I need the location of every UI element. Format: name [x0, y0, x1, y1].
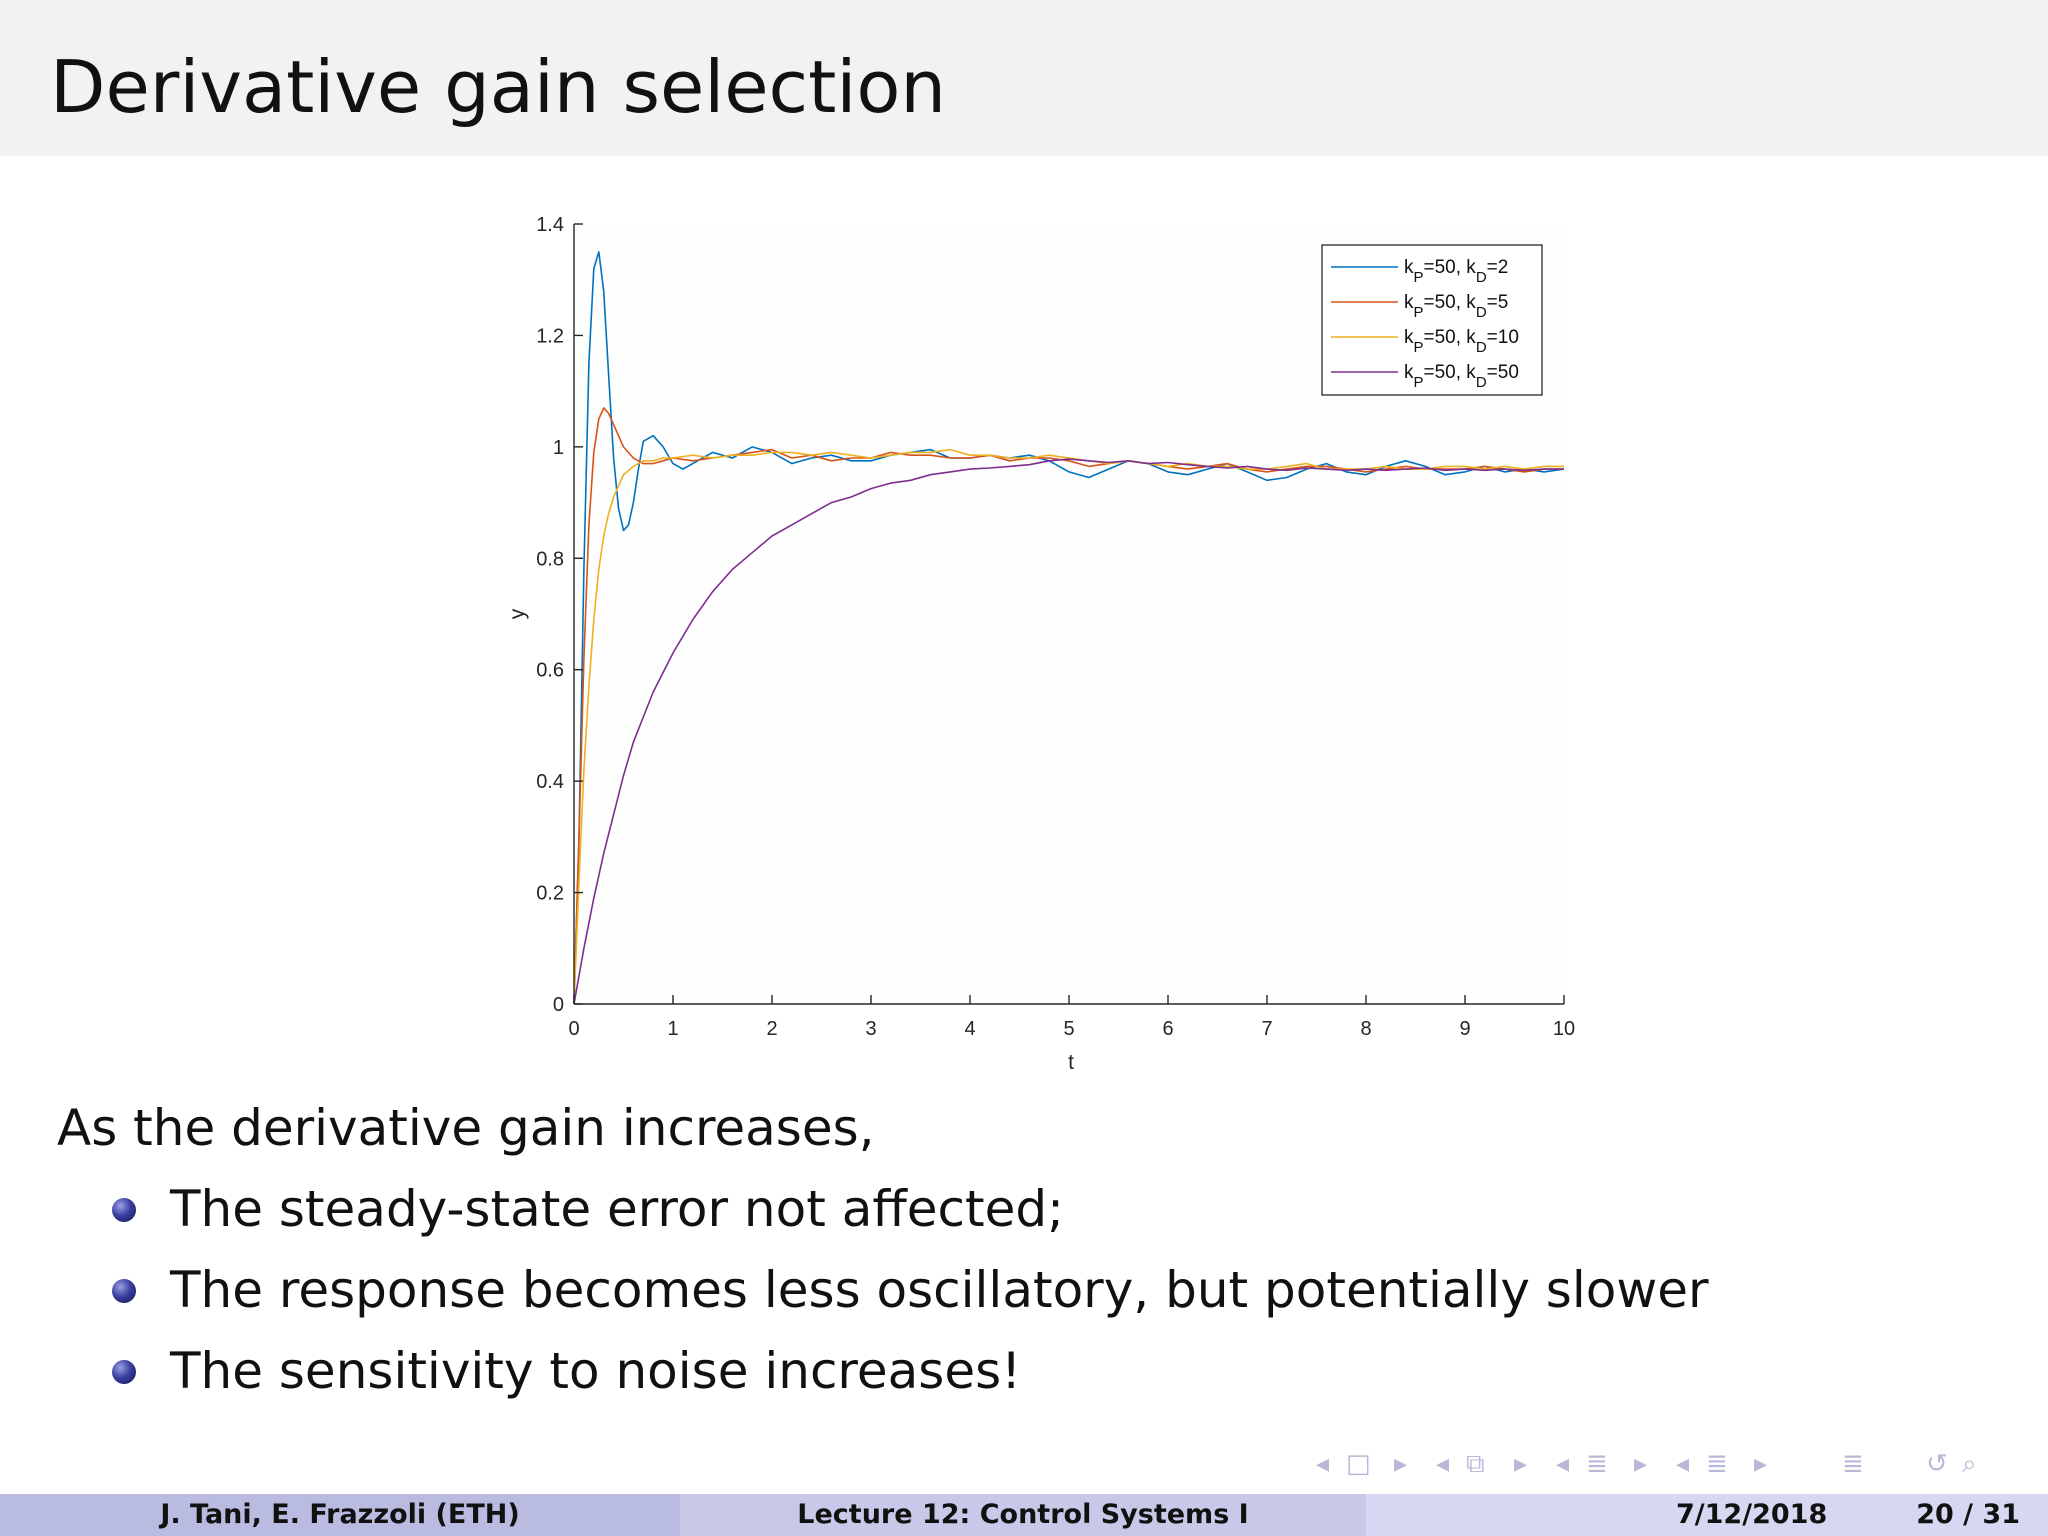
search-icon[interactable]: ⌕	[1962, 1449, 1977, 1479]
intro-text: As the derivative gain increases,	[57, 1099, 875, 1157]
subsection-icon[interactable]: ⧉	[1466, 1449, 1485, 1479]
series-layer	[573, 251, 1565, 1005]
arrow-right-icon[interactable]: ▸	[1754, 1449, 1768, 1479]
x-tick-label: 7	[1261, 1018, 1272, 1040]
page-number: 20 / 31	[1916, 1499, 2020, 1530]
frame-icon[interactable]: □	[1346, 1449, 1371, 1479]
navigation-bar: ◂ □ ▸ ◂ ⧉ ▸ ◂ ≣ ▸ ◂ ≣ ▸ ≣ ↺ ⌕	[1310, 1447, 2030, 1481]
bullet-text: The steady-state error not affected;	[170, 1180, 1064, 1238]
arrow-right-icon[interactable]: ▸	[1514, 1449, 1528, 1479]
bullet-icon	[112, 1279, 136, 1303]
bullet-text: The sensitivity to noise increases!	[170, 1342, 1022, 1400]
align-icon[interactable]: ≣	[1842, 1449, 1864, 1479]
axis-layer: 0 1 2 3 4 5 6 7 8 9 10 0 0.2 0.4 0.6 0.8 1 1.2 1.4 t y	[506, 214, 1575, 1074]
footer-right: 7/12/2018 20 / 31	[1366, 1494, 2048, 1536]
footer: J. Tani, E. Frazzoli (ETH) Lecture 12: C…	[0, 1494, 2048, 1536]
legend: kP=50, kD=2 kP=50, kD=5 kP=50, kD=10 kP=50,…	[1321, 244, 1543, 396]
y-tick-label: 0.4	[536, 771, 564, 793]
loop-icon[interactable]: ↺	[1926, 1449, 1948, 1479]
title-bar: Derivative gain selection	[0, 0, 2048, 156]
align-icon[interactable]: ≣	[1706, 1449, 1728, 1479]
y-tick-label: 0	[553, 994, 564, 1016]
y-tick-label: 1.4	[536, 214, 564, 236]
arrow-left-icon[interactable]: ◂	[1676, 1449, 1690, 1479]
legend-label-2: kP=50, kD=5	[1404, 292, 1508, 321]
x-tick-label: 2	[766, 1018, 777, 1040]
bullet-icon	[112, 1198, 136, 1222]
y-axis-label: y	[506, 608, 529, 619]
series-line-4	[573, 458, 1564, 1005]
bullet-icon	[112, 1360, 136, 1384]
legend-box	[1321, 244, 1543, 396]
arrow-left-icon[interactable]: ◂	[1556, 1449, 1570, 1479]
x-tick-label: 0	[568, 1018, 579, 1040]
series-line-2	[573, 407, 1564, 1005]
y-tick-label: 0.8	[536, 548, 564, 570]
x-tick-label: 1	[667, 1018, 678, 1040]
bullet-text: The response becomes less oscillatory, b…	[170, 1261, 1709, 1319]
footer-date: 7/12/2018	[1676, 1499, 1828, 1530]
frame-title: Derivative gain selection	[50, 45, 947, 129]
arrow-right-icon[interactable]: ▸	[1394, 1449, 1408, 1479]
x-tick-label: 3	[865, 1018, 876, 1040]
y-tick-label: 0.2	[536, 883, 564, 905]
section-icon[interactable]: ≣	[1586, 1449, 1608, 1479]
y-tick-label: 0.6	[536, 660, 564, 682]
response-chart: 0 1 2 3 4 5 6 7 8 9 10 0 0.2 0.4 0.6 0.8 1 1.2 1.4 t y kP=50…	[506, 214, 1575, 1074]
x-tick-label: 4	[964, 1018, 975, 1040]
x-tick-label: 9	[1459, 1018, 1470, 1040]
footer-lecture: Lecture 12: Control Systems I	[680, 1494, 1366, 1536]
x-axis-label: t	[1068, 1051, 1074, 1074]
x-tick-label: 10	[1553, 1018, 1575, 1040]
y-tick-label: 1.2	[536, 325, 564, 347]
x-tick-label: 5	[1063, 1018, 1074, 1040]
x-tick-label: 6	[1162, 1018, 1173, 1040]
arrow-right-icon[interactable]: ▸	[1634, 1449, 1648, 1479]
arrow-left-icon[interactable]: ◂	[1316, 1449, 1330, 1479]
x-tick-label: 8	[1360, 1018, 1371, 1040]
y-tick-label: 1	[553, 437, 564, 459]
legend-label-1: kP=50, kD=2	[1404, 257, 1508, 286]
footer-authors: J. Tani, E. Frazzoli (ETH)	[0, 1494, 680, 1536]
arrow-left-icon[interactable]: ◂	[1436, 1449, 1450, 1479]
legend-label-3: kP=50, kD=10	[1404, 327, 1519, 356]
legend-label-4: kP=50, kD=50	[1404, 362, 1519, 391]
